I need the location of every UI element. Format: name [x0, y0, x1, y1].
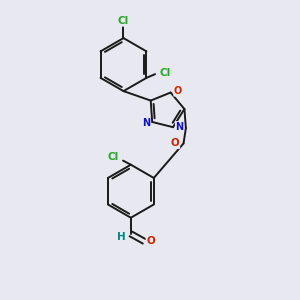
Text: O: O: [171, 138, 180, 148]
Text: N: N: [176, 122, 184, 132]
Text: O: O: [146, 236, 155, 246]
Text: N: N: [142, 118, 150, 128]
Text: Cl: Cl: [159, 68, 170, 78]
Text: Cl: Cl: [118, 16, 129, 26]
Text: Cl: Cl: [108, 152, 119, 162]
Text: O: O: [174, 86, 182, 96]
Text: H: H: [117, 232, 126, 242]
